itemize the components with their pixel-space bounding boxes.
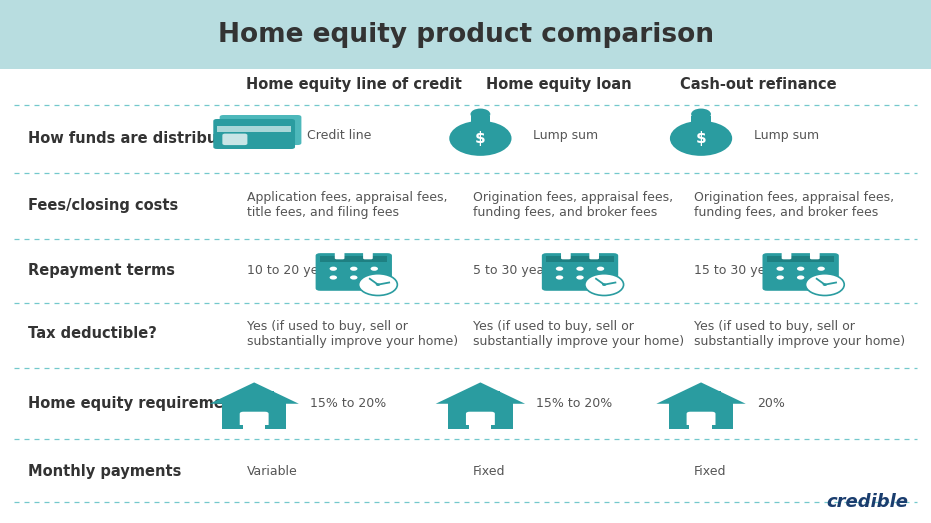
Circle shape xyxy=(597,276,604,280)
Text: Home equity requirement: Home equity requirement xyxy=(28,396,241,411)
FancyBboxPatch shape xyxy=(492,425,501,429)
Text: Origination fees, appraisal fees,
funding fees, and broker fees: Origination fees, appraisal fees, fundin… xyxy=(694,191,894,219)
FancyBboxPatch shape xyxy=(213,119,295,149)
FancyBboxPatch shape xyxy=(810,252,819,259)
FancyBboxPatch shape xyxy=(223,133,248,145)
Circle shape xyxy=(776,267,784,271)
Circle shape xyxy=(450,121,511,156)
Circle shape xyxy=(371,267,378,271)
Text: Fees/closing costs: Fees/closing costs xyxy=(28,198,178,212)
FancyBboxPatch shape xyxy=(466,412,495,431)
Polygon shape xyxy=(656,382,746,404)
Circle shape xyxy=(670,121,732,156)
Circle shape xyxy=(805,274,844,295)
FancyBboxPatch shape xyxy=(222,403,287,429)
FancyBboxPatch shape xyxy=(335,252,344,259)
FancyBboxPatch shape xyxy=(239,412,269,431)
FancyBboxPatch shape xyxy=(233,425,243,429)
Text: Credit line: Credit line xyxy=(307,130,371,142)
FancyBboxPatch shape xyxy=(686,412,716,431)
Text: 20%: 20% xyxy=(757,397,785,410)
FancyBboxPatch shape xyxy=(217,126,291,132)
Text: 15% to 20%: 15% to 20% xyxy=(536,397,613,410)
Text: Fixed: Fixed xyxy=(694,465,726,478)
FancyBboxPatch shape xyxy=(363,252,372,259)
Text: Yes (if used to buy, sell or
substantially improve your home): Yes (if used to buy, sell or substantial… xyxy=(247,320,458,348)
FancyBboxPatch shape xyxy=(542,253,618,291)
FancyBboxPatch shape xyxy=(712,425,722,429)
Text: 15 to 30 years: 15 to 30 years xyxy=(694,264,784,277)
FancyBboxPatch shape xyxy=(668,403,734,429)
FancyBboxPatch shape xyxy=(316,253,392,291)
FancyBboxPatch shape xyxy=(680,425,690,429)
Text: 15% to 20%: 15% to 20% xyxy=(310,397,386,410)
FancyBboxPatch shape xyxy=(767,256,834,263)
FancyBboxPatch shape xyxy=(220,115,302,145)
FancyBboxPatch shape xyxy=(265,425,275,429)
Circle shape xyxy=(330,267,337,271)
Text: $: $ xyxy=(695,131,707,146)
Text: credible: credible xyxy=(827,494,909,511)
Circle shape xyxy=(556,276,563,280)
Polygon shape xyxy=(436,382,525,404)
FancyBboxPatch shape xyxy=(448,403,513,429)
FancyBboxPatch shape xyxy=(546,256,614,263)
Text: Application fees, appraisal fees,
title fees, and filing fees: Application fees, appraisal fees, title … xyxy=(247,191,447,219)
Text: 10 to 20 years: 10 to 20 years xyxy=(247,264,337,277)
FancyBboxPatch shape xyxy=(459,425,469,429)
FancyBboxPatch shape xyxy=(0,0,931,69)
Circle shape xyxy=(691,109,711,120)
Text: $: $ xyxy=(475,131,486,146)
FancyBboxPatch shape xyxy=(711,391,721,405)
Polygon shape xyxy=(209,382,299,404)
Text: Home equity line of credit: Home equity line of credit xyxy=(246,77,462,92)
Circle shape xyxy=(823,283,827,286)
Circle shape xyxy=(376,283,380,286)
Text: Cash-out refinance: Cash-out refinance xyxy=(681,77,837,92)
Circle shape xyxy=(350,276,358,280)
Circle shape xyxy=(776,276,784,280)
Text: Lump sum: Lump sum xyxy=(533,130,599,142)
Text: Lump sum: Lump sum xyxy=(754,130,819,142)
Text: Fixed: Fixed xyxy=(473,465,506,478)
FancyBboxPatch shape xyxy=(692,116,710,123)
Circle shape xyxy=(817,267,825,271)
Circle shape xyxy=(797,267,804,271)
Circle shape xyxy=(470,109,491,120)
FancyBboxPatch shape xyxy=(491,391,500,405)
Circle shape xyxy=(585,274,624,295)
Text: Home equity product comparison: Home equity product comparison xyxy=(218,21,713,48)
FancyBboxPatch shape xyxy=(320,256,387,263)
Text: Repayment terms: Repayment terms xyxy=(28,263,175,278)
Circle shape xyxy=(597,267,604,271)
Circle shape xyxy=(371,276,378,280)
Circle shape xyxy=(358,274,398,295)
Circle shape xyxy=(797,276,804,280)
Text: Yes (if used to buy, sell or
substantially improve your home): Yes (if used to buy, sell or substantial… xyxy=(473,320,684,348)
FancyBboxPatch shape xyxy=(589,252,599,259)
Circle shape xyxy=(602,283,606,286)
Text: Home equity loan: Home equity loan xyxy=(486,77,631,92)
Circle shape xyxy=(576,276,584,280)
Text: Tax deductible?: Tax deductible? xyxy=(28,326,156,341)
Text: 5 to 30 years: 5 to 30 years xyxy=(473,264,556,277)
Text: How funds are distributed: How funds are distributed xyxy=(28,131,245,146)
FancyBboxPatch shape xyxy=(782,252,791,259)
Circle shape xyxy=(576,267,584,271)
Text: Origination fees, appraisal fees,
funding fees, and broker fees: Origination fees, appraisal fees, fundin… xyxy=(473,191,673,219)
FancyBboxPatch shape xyxy=(471,116,490,123)
Text: Monthly payments: Monthly payments xyxy=(28,464,182,479)
FancyBboxPatch shape xyxy=(762,253,839,291)
Text: Yes (if used to buy, sell or
substantially improve your home): Yes (if used to buy, sell or substantial… xyxy=(694,320,905,348)
Text: Variable: Variable xyxy=(247,465,298,478)
Circle shape xyxy=(350,267,358,271)
Circle shape xyxy=(817,276,825,280)
Circle shape xyxy=(556,267,563,271)
Circle shape xyxy=(330,276,337,280)
FancyBboxPatch shape xyxy=(561,252,571,259)
FancyBboxPatch shape xyxy=(264,391,274,405)
